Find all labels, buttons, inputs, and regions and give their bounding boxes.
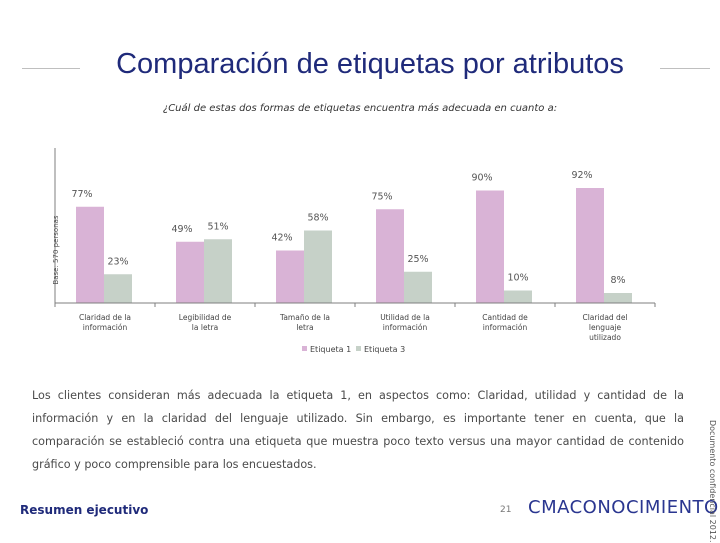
bar-etiqueta-3-utilidad-de-la-informacion xyxy=(404,271,432,303)
category-label-tamano-de-la-letra: Tamaño de la letra xyxy=(279,313,330,332)
legend-label-etiqueta-3: Etiqueta 3 xyxy=(364,345,405,354)
bar-etiqueta-3-claridad-del-lenguaje-utilizado xyxy=(604,293,632,303)
value-label-etiqueta-3-claridad-del-lenguaje-utilizado: 8% xyxy=(610,275,625,286)
section-label: Resumen ejecutivo xyxy=(20,503,149,517)
value-label-etiqueta-1-claridad-del-lenguaje-utilizado: 92% xyxy=(571,170,592,181)
category-label-claridad-de-la-informacion: Claridad de la información xyxy=(79,313,131,332)
summary-paragraph: Los clientes consideran más adecuada la … xyxy=(32,389,684,471)
bar-etiqueta-1-cantidad-de-informacion xyxy=(476,190,504,303)
bar-etiqueta-1-claridad-de-la-informacion xyxy=(76,206,104,303)
bar-etiqueta-1-claridad-del-lenguaje-utilizado xyxy=(576,188,604,303)
bar-etiqueta-1-tamano-de-la-letra xyxy=(276,250,304,303)
title-rule-right xyxy=(640,68,710,69)
category-label-utilidad-de-la-informacion: Utilidad de la información xyxy=(380,313,430,332)
y-axis-label: Base: 570 personas xyxy=(52,215,60,284)
category-label-claridad-del-lenguaje-utilizado: Claridad del lenguaje utilizado xyxy=(582,313,627,342)
bar-chart: 77% 23% 49% 51% 42% 58% 75% 25% 90% 10% 92% 8% Clar… xyxy=(52,148,656,354)
value-label-etiqueta-3-utilidad-de-la-informacion: 25% xyxy=(407,254,428,265)
legend: Etiqueta 1 Etiqueta 3 xyxy=(302,345,405,354)
value-label-etiqueta-3-tamano-de-la-letra: 58% xyxy=(307,213,328,224)
bar-etiqueta-3-legibilidad-de-la-letra xyxy=(204,239,232,303)
legend-swatch-etiqueta-1 xyxy=(302,346,307,351)
legend-label-etiqueta-1: Etiqueta 1 xyxy=(310,345,351,354)
logo-part-light: CONOCIMIENTO xyxy=(569,497,719,518)
value-label-etiqueta-1-tamano-de-la-letra: 42% xyxy=(271,233,292,244)
value-label-etiqueta-1-utilidad-de-la-informacion: 75% xyxy=(371,191,392,202)
bar-etiqueta-3-claridad-de-la-informacion xyxy=(104,274,132,303)
value-label-etiqueta-1-cantidad-de-informacion: 90% xyxy=(471,173,492,184)
bar-etiqueta-3-tamano-de-la-letra xyxy=(304,230,332,303)
page-number: 21 xyxy=(500,505,512,515)
chart-subtitle: ¿Cuál de estas dos formas de etiquetas e… xyxy=(162,103,558,114)
value-label-etiqueta-1-legibilidad-de-la-letra: 49% xyxy=(171,224,192,235)
company-logo: CMACONOCIMIENTO xyxy=(528,497,719,518)
title-rule-left xyxy=(22,68,102,69)
logo-part-bold: CMA xyxy=(528,497,570,518)
value-label-etiqueta-3-cantidad-de-informacion: 10% xyxy=(507,273,528,284)
confidential-note: Documento confidencial 2012. xyxy=(708,420,717,543)
category-label-legibilidad-de-la-letra: Legibilidad de la letra xyxy=(179,313,232,332)
value-label-etiqueta-1-claridad-de-la-informacion: 77% xyxy=(71,189,92,200)
value-label-etiqueta-3-legibilidad-de-la-letra: 51% xyxy=(207,221,228,232)
legend-swatch-etiqueta-3 xyxy=(356,346,361,351)
bar-etiqueta-1-utilidad-de-la-informacion xyxy=(376,209,404,303)
bar-etiqueta-1-legibilidad-de-la-letra xyxy=(176,241,204,303)
slide-title: Comparación de etiquetas por atributos xyxy=(80,48,660,81)
bar-etiqueta-3-cantidad-de-informacion xyxy=(504,290,532,303)
value-label-etiqueta-3-claridad-de-la-informacion: 23% xyxy=(107,256,128,267)
category-label-cantidad-de-informacion: Cantidad de información xyxy=(482,313,528,332)
